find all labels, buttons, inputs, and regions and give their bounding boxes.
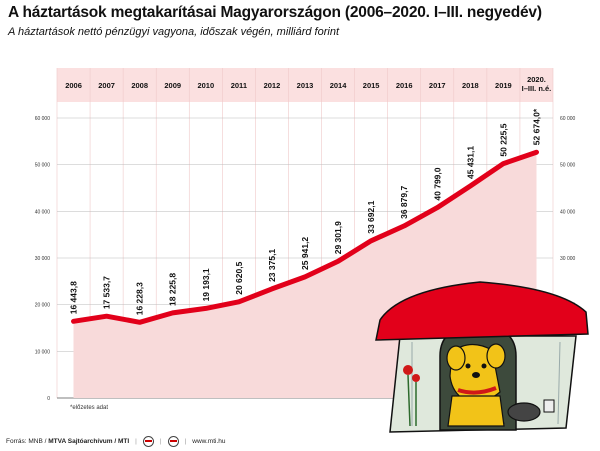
x-category-label: 2006	[65, 81, 82, 90]
chart-title: A háztartások megtakarításai Magyarorszá…	[8, 4, 542, 21]
chart-subtitle: A háztartások nettó pénzügyi vagyona, id…	[8, 26, 339, 38]
source-text: Forrás: MNB / MTVA Sajtóarchívum / MTI	[6, 438, 130, 445]
y-tick-label-right: 60 000	[560, 116, 576, 122]
kennel-dog-illustration	[375, 281, 589, 433]
x-category-label: I–III. n.é.	[522, 84, 552, 93]
x-category-label: 2018	[462, 81, 479, 90]
x-category-label: 2013	[297, 81, 314, 90]
value-label: 50 225,5	[498, 123, 508, 156]
y-tick-label-left: 40 000	[35, 209, 51, 215]
value-label: 18 225,8	[168, 273, 178, 306]
value-label: 20 620,5	[234, 261, 244, 294]
y-tick-label-left: 50 000	[35, 163, 51, 169]
x-category-label: 2008	[131, 81, 148, 90]
value-label: 16 443,8	[69, 281, 79, 314]
value-labels: 16 443,8 17 533,7 16 228,3 18 225,8 19 193,1…	[69, 108, 542, 315]
y-tick-label-right: 50 000	[560, 163, 576, 169]
value-label: 52 674,0*	[531, 108, 541, 145]
x-category-label: 2009	[164, 81, 181, 90]
x-category-label: 2016	[396, 81, 413, 90]
value-label: 33 692,1	[366, 200, 376, 233]
x-category-label: 2020.	[527, 75, 546, 84]
y-tick-label-left: 60 000	[35, 116, 51, 122]
y-tick-label-left: 20 000	[35, 303, 51, 309]
footnote: *előzetes adat	[70, 405, 109, 411]
footer: Forrás: MNB / MTVA Sajtóarchívum / MTI |…	[6, 436, 226, 447]
value-label: 29 301,9	[333, 221, 343, 254]
value-label: 16 228,3	[135, 282, 145, 315]
category-band	[57, 68, 553, 102]
y-tick-label-left: 0	[47, 396, 50, 402]
x-category-label: 2015	[363, 81, 380, 90]
y-tick-label-right: 30 000	[560, 256, 576, 262]
mtva-logo-icon	[142, 436, 154, 447]
y-tick-label-left: 10 000	[35, 349, 51, 355]
value-label: 17 533,7	[102, 276, 112, 309]
x-category-label: 2011	[231, 81, 247, 90]
x-category-label: 2012	[264, 81, 281, 90]
mti-logo-icon	[167, 436, 179, 447]
x-category-label: 2019	[495, 81, 512, 90]
value-label: 45 431,1	[465, 146, 475, 179]
value-label: 23 375,1	[267, 249, 277, 282]
x-category-label: 2014	[330, 81, 348, 90]
x-category-label: 2017	[429, 81, 446, 90]
x-category-labels: 2006 2007 2008 2009 2010 2011 2012 2013 2014 2015…	[65, 75, 551, 93]
x-category-label: 2010	[197, 81, 214, 90]
series-line	[71, 149, 539, 325]
value-label: 36 879,7	[399, 186, 409, 219]
value-label: 40 799,0	[432, 167, 442, 200]
value-label: 25 941,2	[300, 237, 310, 270]
value-label: 19 193,1	[201, 268, 211, 301]
y-tick-label-left: 30 000	[35, 256, 51, 262]
x-category-label: 2007	[98, 81, 115, 90]
footer-url: www.mti.hu	[192, 438, 226, 445]
y-tick-label-right: 40 000	[560, 209, 576, 215]
